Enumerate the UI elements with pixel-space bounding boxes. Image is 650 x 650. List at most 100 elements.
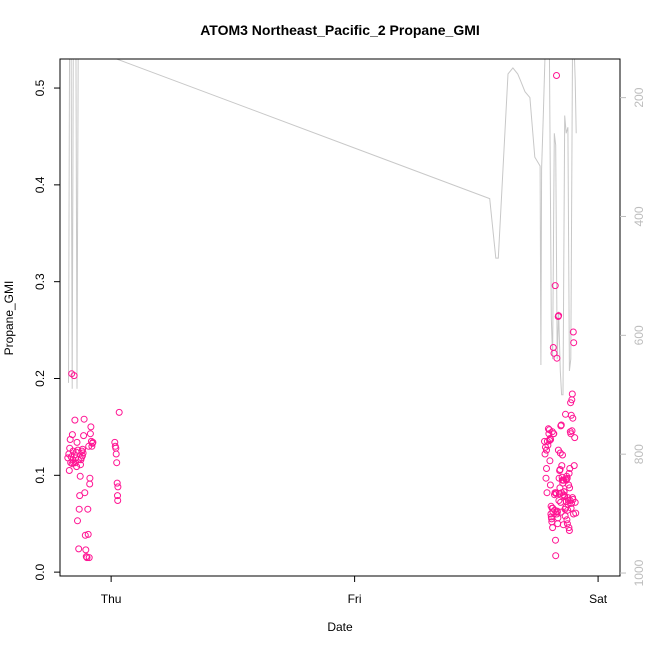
data-point <box>79 449 87 457</box>
y2-tick-label: 600 <box>632 325 646 345</box>
data-point <box>82 553 90 561</box>
data-point <box>114 483 122 491</box>
data-point <box>113 479 121 487</box>
data-point <box>84 530 92 538</box>
data-point <box>85 554 93 562</box>
y-tick-label: 0.2 <box>33 370 47 387</box>
data-point <box>565 527 573 534</box>
data-point <box>556 449 564 457</box>
data-point <box>112 450 120 458</box>
data-point <box>555 312 563 320</box>
y2-tick-label: 800 <box>632 444 646 464</box>
data-point <box>549 524 557 532</box>
data-point <box>543 489 551 497</box>
data-point <box>547 436 555 443</box>
data-point <box>557 421 565 429</box>
data-point <box>78 452 86 460</box>
data-point <box>567 504 575 512</box>
data-point <box>543 465 550 472</box>
data-point <box>80 415 88 423</box>
data-point <box>548 428 556 436</box>
data-point <box>570 510 577 518</box>
data-point <box>82 546 90 554</box>
data-point <box>555 497 563 504</box>
y2-tick-label: 400 <box>632 206 646 226</box>
y2-tick-label: 200 <box>632 87 646 107</box>
data-point <box>554 514 562 522</box>
data-point <box>549 504 557 512</box>
data-point <box>567 399 575 407</box>
data-point <box>565 469 573 477</box>
data-point <box>81 531 89 539</box>
y-tick-label: 0.1 <box>33 467 47 484</box>
data-point <box>552 536 559 544</box>
data-point <box>563 516 571 524</box>
y-axis: 0.0 0.1 0.2 0.3 0.4 0.5 <box>33 79 60 580</box>
data-point <box>563 520 571 528</box>
data-point <box>87 423 95 431</box>
y-tick-label: 0.4 <box>33 176 47 193</box>
data-point <box>114 497 122 504</box>
data-point <box>74 517 81 525</box>
plot-frame <box>59 58 621 577</box>
pressure-line-layer <box>68 59 577 396</box>
data-point <box>86 474 94 482</box>
y-tick-label: 0.3 <box>33 273 47 290</box>
data-point <box>77 461 84 469</box>
data-point <box>76 492 84 500</box>
data-point <box>559 521 567 529</box>
y-tick-label: 0.5 <box>33 79 47 96</box>
data-point <box>553 354 561 362</box>
x-axis: Thu Fri Sat <box>101 576 608 606</box>
data-point <box>544 441 552 449</box>
y2-tick-label: 1000 <box>632 559 646 586</box>
x-axis-label: Date <box>327 620 353 634</box>
data-point <box>541 450 549 458</box>
data-point <box>542 474 550 482</box>
data-point <box>565 524 573 532</box>
data-point <box>568 390 576 398</box>
data-point <box>558 462 566 470</box>
y-tick-label: 0.0 <box>33 563 47 580</box>
data-point <box>89 438 97 446</box>
data-point <box>570 462 578 470</box>
data-point <box>570 339 578 347</box>
data-point <box>560 488 568 496</box>
data-point <box>563 474 571 482</box>
data-point <box>88 442 96 450</box>
data-point <box>69 447 77 455</box>
data-point <box>75 505 83 513</box>
x-tick-label: Sat <box>589 592 608 606</box>
data-point <box>546 481 554 489</box>
data-point <box>73 463 81 471</box>
data-point <box>565 481 573 489</box>
data-point <box>114 492 121 500</box>
data-point <box>569 496 577 503</box>
data-point <box>74 446 82 454</box>
x-tick-label: Thu <box>101 592 122 606</box>
data-point <box>561 512 569 520</box>
data-point <box>568 427 576 435</box>
data-point <box>556 466 564 473</box>
y2-axis: 200 400 600 800 1000 <box>620 87 646 586</box>
chart-title: ATOM3 Northeast_Pacific_2 Propane_GMI <box>200 22 480 38</box>
data-point <box>559 451 566 459</box>
data-point <box>73 438 81 446</box>
data-point <box>80 432 88 440</box>
data-point <box>115 408 123 416</box>
data-point <box>83 554 91 562</box>
data-points-layer <box>64 72 580 562</box>
data-point <box>65 467 73 474</box>
data-point <box>84 505 92 513</box>
data-point <box>549 344 557 351</box>
data-point <box>75 545 83 553</box>
pressure-line <box>68 59 577 396</box>
data-point <box>543 446 550 454</box>
data-point <box>70 372 78 380</box>
data-point <box>566 484 574 492</box>
data-point <box>551 282 559 290</box>
data-point <box>571 434 579 442</box>
data-point <box>71 416 79 424</box>
